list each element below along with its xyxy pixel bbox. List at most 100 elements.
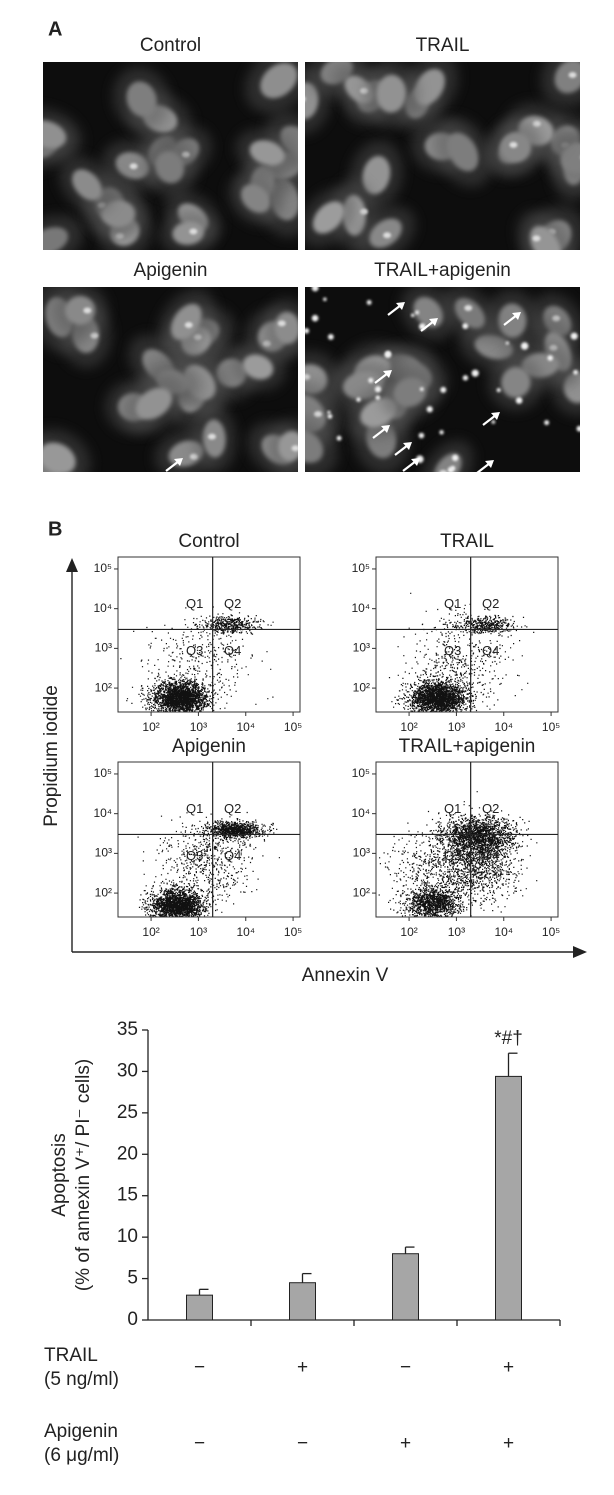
nucleus-spot [129,163,138,170]
arrow-head [491,412,500,420]
y-tick-label: 10⁵ [94,561,112,575]
apoptotic-body [544,420,550,426]
y-tick-label: 10⁴ [351,806,370,820]
arrow [387,304,402,316]
image-title: Control [140,35,201,56]
image-title: Apigenin [134,260,208,281]
apoptotic-body [576,425,580,432]
plot-title: Apigenin [172,736,246,757]
x-tick-label: 10⁴ [236,925,255,939]
bar [392,1253,419,1321]
y-tick-label: 10³ [95,641,112,655]
nucleus [72,169,103,201]
apoptotic-body [426,406,433,413]
arrow-head [383,370,392,378]
quadrant-label: Q1 [186,596,203,611]
nucleus-spot [359,208,368,215]
nucleus [242,354,274,380]
arrow-head [411,458,420,466]
apoptotic-body [439,430,444,435]
x-tick-label: 10⁵ [284,720,302,734]
y-tick-label: 10² [95,885,112,899]
y-tick-label: 10³ [95,846,112,860]
nucleus [278,430,298,461]
y-tick-label: 10² [353,885,370,899]
y-tick-label: 10⁵ [352,561,370,575]
apoptotic-body [520,342,529,350]
plot-frame [375,761,559,918]
nucleus [274,311,298,344]
apoptotic-body [505,341,509,345]
annotation: *#† [494,1028,523,1049]
quadrant-label: Q3 [444,848,461,863]
y-axis-label: Apoptosis [49,1133,70,1216]
apoptotic-body [515,397,523,404]
apoptotic-body [311,287,319,292]
y-tick-label: 10⁵ [94,766,112,780]
y-tick-label: 10² [353,680,370,694]
apoptotic-body [419,387,424,392]
y-tick-label: 5 [127,1268,138,1289]
scatter-cloud [378,791,538,918]
quadrant-label: Q4 [224,848,241,863]
x-tick-label: 10⁵ [284,925,302,939]
y-tick-label: 10³ [353,641,370,655]
treatment-sign: − [194,1433,205,1454]
quadrant-label: Q1 [444,801,461,816]
nucleus-spot [184,322,193,329]
apoptotic-body [336,435,342,441]
nucleus-spot [439,469,448,472]
nucleus [305,429,324,463]
scatter-cloud [388,592,535,713]
nucleus-spot [509,141,518,148]
x-tick-label: 10³ [190,925,207,939]
nucleus [155,151,185,184]
arrow [482,414,497,426]
apoptotic-body [471,369,479,377]
arrow-head [66,558,78,572]
nucleus-spot [189,453,198,460]
micrograph [305,287,580,472]
nucleus [530,226,561,250]
arrow [476,462,491,474]
apoptotic-body [327,410,331,415]
y-tick-label: 10 [117,1226,138,1247]
treatment-sign: + [297,1357,308,1378]
arrow-head [403,442,412,450]
bar [289,1282,316,1321]
nucleus-spot [207,433,216,440]
nucleus [43,120,67,149]
plot-frame [117,761,301,918]
x-tick-label: 10⁴ [494,720,513,734]
apoptotic-body [451,454,459,462]
quadrant-label: Q2 [482,596,499,611]
apoptotic-body [386,351,391,356]
nucleus [500,132,532,163]
nucleus [560,143,580,174]
quadrant-label: Q3 [444,643,461,658]
image-title: TRAIL [416,35,470,56]
micrograph [305,62,580,250]
apoptotic-body [327,334,334,340]
y-tick-label: 10⁴ [93,601,112,615]
nucleus [305,82,319,120]
plot-title: TRAIL+apigenin [399,736,536,757]
x-tick-label: 10⁴ [494,925,513,939]
apoptotic-body [570,332,578,340]
y-tick-label: 20 [117,1143,138,1164]
nucleus [433,453,462,472]
quadrant-label: Q1 [444,596,461,611]
nucleus-spot [189,228,198,235]
apoptotic-body [573,369,578,375]
quadrant-label: Q1 [186,801,203,816]
bar [186,1294,213,1321]
x-tick-label: 10³ [448,925,465,939]
scatter-cloud [137,811,280,918]
nucleus [393,377,427,407]
apoptotic-body [305,328,310,334]
nucleus-spot [464,304,473,311]
bar [495,1075,522,1321]
y-tick-label: 15 [117,1185,138,1206]
